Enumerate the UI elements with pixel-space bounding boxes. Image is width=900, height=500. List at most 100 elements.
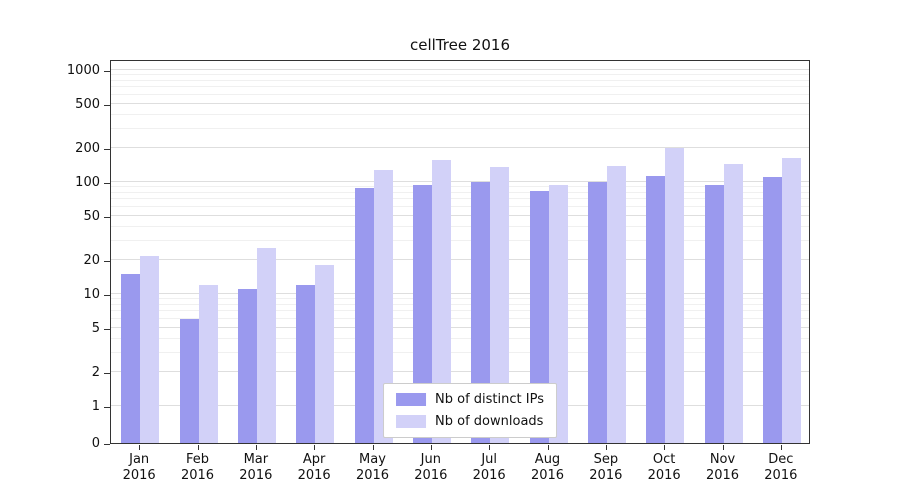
x-tick-label-nov: Nov 2016: [705, 452, 740, 483]
bar-dec-distinct-ips: [762, 177, 782, 443]
bar-nov-downloads: [723, 163, 743, 443]
x-tick-mark: [197, 445, 199, 450]
gridline: [111, 93, 809, 95]
y-tick-mark: [104, 104, 110, 106]
bar-feb-distinct-ips: [179, 318, 199, 443]
legend-label-distinct-ips: Nb of distinct IPs: [435, 392, 544, 407]
gridline: [111, 259, 809, 261]
gridline: [111, 186, 809, 188]
legend-item-downloads: Nb of downloads: [396, 414, 544, 429]
x-tick-mark: [547, 445, 549, 450]
x-tick-mark: [722, 445, 724, 450]
y-tick-mark: [104, 407, 110, 408]
legend-label-downloads: Nb of downloads: [435, 414, 544, 429]
x-tick-label-jan: Jan 2016: [122, 452, 156, 483]
bar-oct-downloads: [665, 148, 685, 443]
x-tick-mark: [664, 445, 666, 450]
gridline: [111, 86, 809, 88]
gridline: [111, 181, 809, 182]
y-tick-label: 0: [91, 436, 100, 451]
y-tick-label: 1000: [66, 63, 100, 78]
x-tick-mark: [780, 445, 782, 450]
y-tick-mark: [104, 183, 110, 184]
legend: Nb of distinct IPs Nb of downloads: [383, 383, 557, 438]
bar-apr-distinct-ips: [296, 285, 316, 443]
y-tick-label: 5: [91, 320, 100, 336]
x-tick-label-apr: Apr 2016: [297, 452, 331, 483]
bar-jan-downloads: [140, 255, 160, 443]
gridline: [111, 298, 809, 300]
y-tick-label: 500: [75, 96, 100, 112]
x-tick-label-oct: Oct 2016: [647, 452, 681, 483]
y-tick-mark: [104, 373, 110, 375]
y-tick-label: 2: [91, 365, 100, 381]
y-tick-label: 10: [83, 287, 100, 302]
y-tick-label: 100: [75, 175, 100, 190]
bar-may-distinct-ips: [354, 188, 374, 443]
x-tick-label-jun: Jun 2016: [414, 452, 448, 483]
gridline: [111, 317, 809, 319]
bar-jul-downloads: [490, 167, 510, 443]
gridline: [111, 310, 809, 312]
bar-sep-distinct-ips: [587, 182, 607, 443]
x-tick-label-sep: Sep 2016: [589, 452, 623, 483]
gridline: [111, 239, 809, 241]
x-tick-mark: [139, 445, 141, 450]
chart-title: cellTree 2016: [409, 36, 510, 54]
gridline: [111, 326, 809, 328]
x-tick-mark: [489, 445, 491, 450]
x-tick-mark: [255, 445, 257, 450]
bar-jun-distinct-ips: [412, 184, 432, 443]
legend-swatch-distinct-ips: [396, 393, 427, 406]
bars-layer: [111, 61, 809, 443]
y-tick-mark: [104, 295, 110, 296]
bar-dec-downloads: [781, 157, 801, 443]
x-tick-mark: [314, 445, 316, 450]
y-tick-mark: [104, 261, 110, 263]
gridline: [111, 303, 809, 305]
gridlines: [111, 61, 809, 443]
gridline: [111, 337, 809, 339]
y-tick-mark: [104, 71, 110, 72]
y-tick-label: 200: [75, 141, 100, 157]
bar-oct-distinct-ips: [646, 176, 666, 443]
gridline: [111, 198, 809, 200]
bar-aug-distinct-ips: [529, 191, 549, 443]
bar-may-downloads: [373, 170, 393, 443]
gridline: [111, 74, 809, 76]
x-tick-label-dec: Dec 2016: [764, 452, 798, 483]
x-tick-mark: [372, 445, 374, 450]
gridline: [111, 371, 809, 373]
bar-aug-downloads: [548, 184, 568, 443]
x-tick-mark: [430, 445, 432, 450]
x-tick-label-mar: Mar 2016: [239, 452, 273, 483]
x-tick-label-jul: Jul 2016: [472, 452, 506, 483]
gridline: [111, 113, 809, 115]
y-tick-mark: [104, 328, 110, 330]
gridline: [111, 79, 809, 81]
plot-area: Nb of distinct IPs Nb of downloads: [110, 60, 810, 444]
bar-mar-distinct-ips: [237, 289, 257, 443]
legend-swatch-downloads: [396, 415, 427, 428]
gridline: [111, 191, 809, 193]
gridline: [111, 102, 809, 104]
x-tick-label-aug: Aug 2016: [530, 452, 565, 483]
bar-nov-distinct-ips: [704, 184, 724, 443]
gridline: [111, 351, 809, 353]
legend-item-distinct-ips: Nb of distinct IPs: [396, 392, 544, 407]
x-tick-label-may: May 2016: [355, 452, 390, 483]
y-tick-label: 50: [83, 208, 100, 224]
x-tick-label-feb: Feb 2016: [180, 452, 215, 483]
bar-jun-downloads: [431, 159, 451, 443]
bar-jul-distinct-ips: [471, 182, 491, 443]
y-tick-mark: [104, 444, 110, 445]
y-tick-label: 1: [91, 399, 100, 414]
gridline: [111, 205, 809, 207]
bar-sep-downloads: [606, 165, 626, 443]
bar-apr-downloads: [315, 265, 335, 443]
y-tick-mark: [104, 216, 110, 218]
gridline: [111, 127, 809, 129]
bar-jan-distinct-ips: [121, 274, 141, 443]
y-tick-label: 20: [83, 253, 100, 269]
gridline: [111, 214, 809, 216]
